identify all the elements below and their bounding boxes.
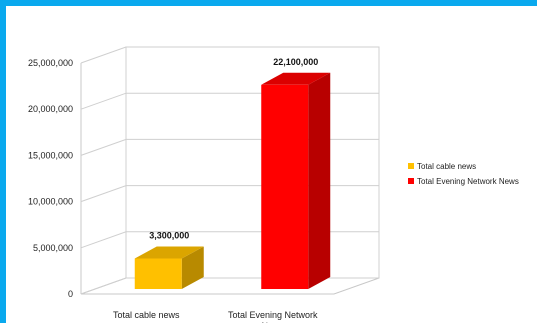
y-axis-ticks: 0 5,000,000 10,000,000 15,000,000 20,000,000… [28,58,73,299]
legend-item: Total Evening Network News [408,177,519,186]
bar-front [261,84,309,290]
legend-swatch [408,163,414,169]
data-label: 22,100,000 [273,57,318,67]
chart-frame: 0 5,000,000 10,000,000 15,000,000 20,000,000… [6,6,537,323]
legend-swatch [408,178,414,184]
y-tick-label: 20,000,000 [28,104,73,114]
bar-top [134,246,204,259]
back-wall [125,46,380,279]
floor [80,277,380,295]
chart-walls [80,46,380,295]
bar-side [181,246,204,289]
gridlines [80,46,379,295]
legend: Total cable news Total Evening Network Ne… [408,162,519,186]
y-tick-label: 15,000,000 [28,150,73,160]
data-labels: 3,300,000 22,100,000 [149,57,318,241]
gridline [80,277,379,295]
bar-chart: 0 5,000,000 10,000,000 15,000,000 20,000,000… [28,46,519,323]
bar-top [261,72,331,85]
x-axis-labels: Total cable news Total Evening NetworkNew… [113,310,318,323]
legend-label: Total cable news [417,162,476,171]
legend-item: Total cable news [408,162,476,171]
y-tick-label: 25,000,000 [28,58,73,68]
bar [134,246,204,289]
bar-front [134,258,182,289]
x-category-label: Total cable news [113,310,180,320]
y-tick-label: 5,000,000 [33,243,73,253]
bar-side [308,72,331,290]
gridline [80,46,379,64]
y-tick-label: 0 [68,289,73,299]
bars [134,72,331,290]
legend-label: Total Evening Network News [417,177,519,186]
data-label: 3,300,000 [149,231,189,241]
bar [261,72,331,290]
y-tick-label: 10,000,000 [28,197,73,207]
